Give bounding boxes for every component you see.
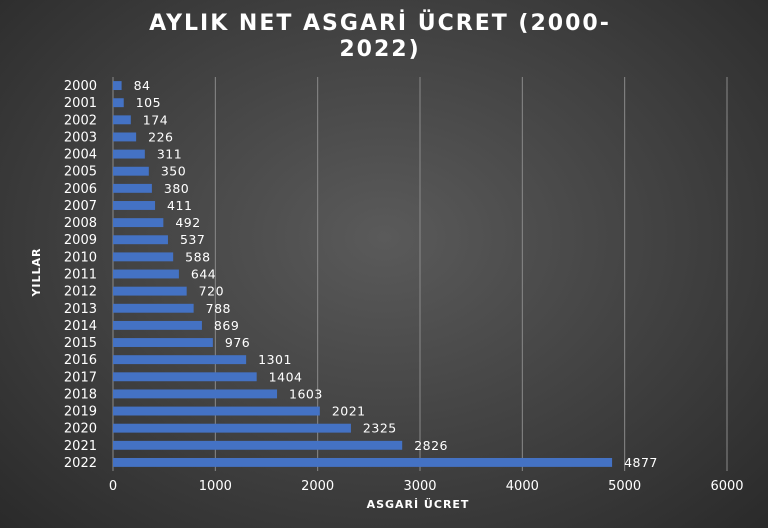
data-label: 1603 <box>289 386 323 401</box>
y-tick-label: 2016 <box>64 353 97 368</box>
bar <box>113 81 122 91</box>
data-label: 84 <box>134 78 151 93</box>
y-tick-label: 2001 <box>64 96 97 111</box>
bar <box>113 440 403 450</box>
y-tick-label: 2003 <box>64 130 97 145</box>
bar <box>113 183 152 193</box>
y-tick-label: 2010 <box>64 250 97 265</box>
x-tick-label: 0 <box>109 479 117 494</box>
y-tick-label: 2005 <box>64 165 97 180</box>
chart-title-line-2: 2022) <box>339 37 420 62</box>
data-label: 350 <box>161 164 186 179</box>
y-tick-labels: 2000 2001 2002 2003 2004 2005 2006 2007 2008 2009… <box>64 79 97 471</box>
data-label: 869 <box>214 318 239 333</box>
y-axis-title: YILLAR <box>30 247 43 297</box>
y-tick-label: 2000 <box>64 79 97 94</box>
data-label: 1404 <box>269 369 303 384</box>
data-label: 644 <box>191 267 216 282</box>
data-label: 226 <box>148 129 173 144</box>
x-tick-label: 3000 <box>403 479 436 494</box>
y-tick-label: 2011 <box>64 268 97 283</box>
data-labels: 84 105 174 226 311 350 380 411 492 537 588 644 720 78… <box>134 78 658 470</box>
bar <box>113 115 131 125</box>
bar <box>113 372 257 382</box>
y-tick-label: 2008 <box>64 216 97 231</box>
y-tick-label: 2013 <box>64 302 97 317</box>
data-label: 720 <box>199 284 224 299</box>
data-label: 588 <box>185 249 210 264</box>
bar <box>113 98 124 108</box>
data-label: 976 <box>225 335 250 350</box>
data-label: 537 <box>180 232 205 247</box>
x-axis-title: ASGARİ ÜCRET <box>367 497 470 511</box>
y-tick-label: 2006 <box>64 182 97 197</box>
bar <box>113 149 145 159</box>
x-tick-label: 4000 <box>506 479 539 494</box>
y-tick-label: 2020 <box>64 422 97 437</box>
data-label: 380 <box>164 181 189 196</box>
data-label: 2325 <box>363 421 397 436</box>
chart-title-line-1: AYLIK NET ASGARİ ÜCRET (2000- <box>149 10 611 36</box>
bar <box>113 132 137 142</box>
bar <box>113 355 247 365</box>
bar <box>113 252 174 262</box>
y-tick-label: 2004 <box>64 148 97 163</box>
y-tick-label: 2012 <box>64 285 97 300</box>
data-label: 788 <box>206 301 231 316</box>
x-tick-label: 6000 <box>710 479 743 494</box>
data-label: 4877 <box>624 455 658 470</box>
x-tick-labels: 0 1000 2000 3000 4000 5000 6000 <box>109 479 744 494</box>
x-tick-label: 1000 <box>199 479 232 494</box>
bar <box>113 406 320 416</box>
bar <box>113 235 168 245</box>
y-tick-label: 2002 <box>64 113 97 128</box>
data-label: 105 <box>136 95 161 110</box>
bar <box>113 286 187 296</box>
gridlines <box>112 77 728 471</box>
x-tick-label: 2000 <box>301 479 334 494</box>
y-tick-label: 2019 <box>64 405 97 420</box>
bar <box>113 201 156 210</box>
x-tick-label: 5000 <box>608 479 641 494</box>
y-tick-label: 2018 <box>64 387 97 402</box>
y-tick-label: 2014 <box>64 319 97 334</box>
bar <box>113 218 164 228</box>
bar <box>113 338 213 347</box>
data-label: 174 <box>143 112 168 127</box>
y-tick-label: 2017 <box>64 370 97 385</box>
bar <box>113 389 278 399</box>
y-tick-label: 2022 <box>64 456 97 471</box>
bar <box>113 269 179 279</box>
bars <box>113 81 613 467</box>
bar <box>113 423 351 433</box>
data-label: 2021 <box>332 404 366 419</box>
data-label: 2826 <box>414 438 448 453</box>
data-label: 311 <box>157 147 182 162</box>
bar <box>113 320 202 330</box>
bar <box>113 303 194 313</box>
bar <box>113 166 149 176</box>
data-label: 492 <box>175 215 200 230</box>
y-tick-label: 2021 <box>64 439 97 454</box>
data-label: 411 <box>167 198 192 213</box>
bar <box>113 457 613 467</box>
data-label: 1301 <box>258 352 292 367</box>
y-tick-label: 2009 <box>64 233 97 248</box>
y-tick-label: 2015 <box>64 336 97 351</box>
y-tick-label: 2007 <box>64 199 97 214</box>
